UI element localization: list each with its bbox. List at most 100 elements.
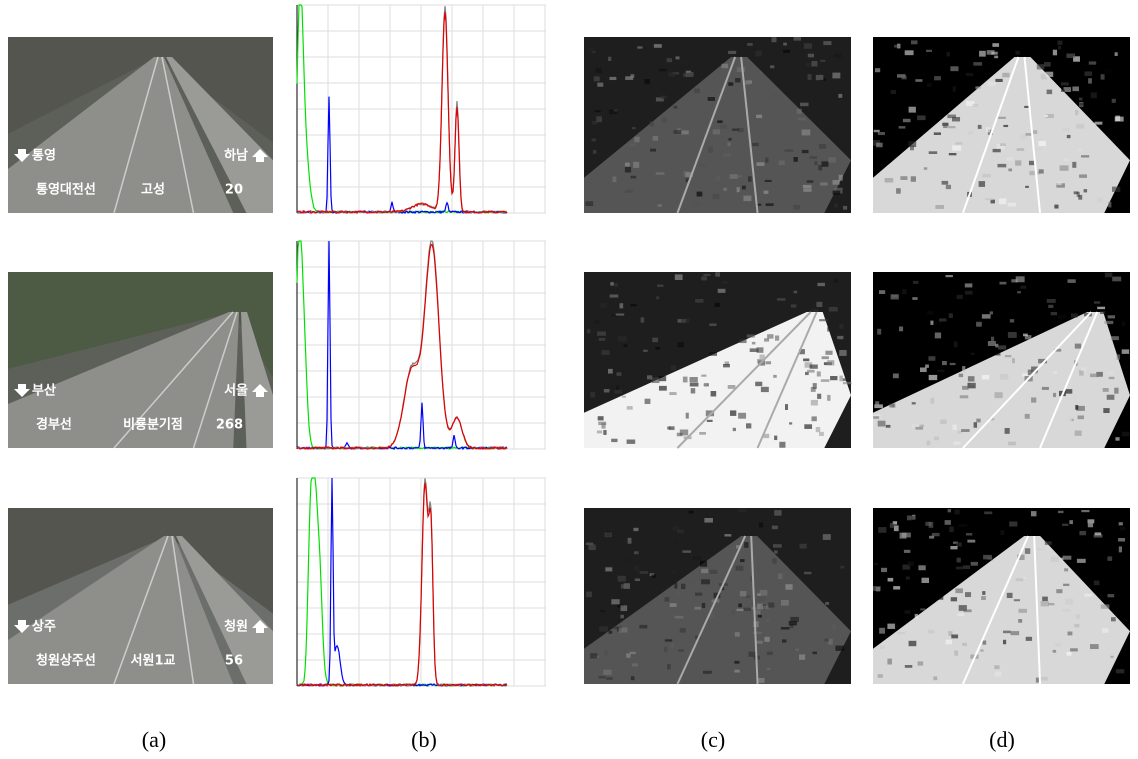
texture <box>1042 387 1049 390</box>
texture <box>900 176 907 180</box>
texture <box>593 150 596 154</box>
texture <box>669 72 676 77</box>
texture <box>742 186 746 190</box>
texture <box>667 427 671 430</box>
texture <box>755 382 762 386</box>
texture <box>1055 643 1061 646</box>
texture <box>935 205 944 209</box>
texture <box>689 511 694 514</box>
texture <box>791 304 796 307</box>
texture <box>1004 605 1011 610</box>
texture <box>713 194 720 199</box>
texture <box>876 143 883 148</box>
texture <box>802 130 811 136</box>
texture <box>911 206 918 209</box>
texture <box>905 665 913 668</box>
texture <box>785 404 788 410</box>
texture <box>1074 191 1079 194</box>
texture <box>728 385 736 389</box>
texture <box>737 67 745 72</box>
texture <box>933 676 937 680</box>
texture <box>708 147 713 153</box>
texture <box>680 628 686 633</box>
texture <box>946 52 950 57</box>
texture <box>881 568 887 572</box>
texture <box>1011 631 1020 635</box>
texture <box>819 319 828 321</box>
texture <box>782 639 786 642</box>
texture <box>1071 313 1078 317</box>
texture <box>1064 159 1070 161</box>
texture <box>929 375 938 380</box>
texture <box>902 289 907 294</box>
texture <box>1119 546 1122 552</box>
texture <box>934 76 941 80</box>
texture <box>1108 202 1111 208</box>
texture <box>611 439 617 442</box>
texture <box>730 410 736 416</box>
texture <box>995 392 1003 398</box>
texture <box>804 572 811 574</box>
texture <box>889 404 894 408</box>
texture <box>1003 640 1006 644</box>
texture <box>605 650 608 655</box>
texture <box>772 526 778 530</box>
texture <box>931 398 935 404</box>
texture <box>620 615 624 618</box>
texture <box>1002 73 1009 77</box>
texture <box>650 121 654 126</box>
texture <box>891 90 896 94</box>
texture <box>794 157 798 162</box>
texture <box>1064 568 1068 571</box>
texture <box>981 596 986 600</box>
texture <box>760 355 765 359</box>
texture <box>932 533 940 536</box>
texture <box>961 429 970 432</box>
texture <box>827 360 834 365</box>
texture <box>971 353 975 355</box>
texture <box>1053 393 1056 397</box>
texture <box>968 383 976 389</box>
texture <box>619 627 628 632</box>
texture <box>789 422 792 424</box>
texture <box>810 365 818 369</box>
texture <box>957 613 964 616</box>
texture <box>639 625 647 629</box>
texture <box>1030 358 1038 363</box>
texture <box>756 115 762 118</box>
texture <box>738 413 746 419</box>
texture <box>1015 160 1021 165</box>
texture <box>827 327 833 331</box>
texture <box>757 568 761 570</box>
texture <box>924 167 927 169</box>
texture <box>1053 372 1057 374</box>
texture <box>1020 286 1026 289</box>
texture <box>1081 368 1087 372</box>
texture <box>1007 593 1013 598</box>
texture <box>991 337 994 341</box>
texture <box>983 641 987 645</box>
texture <box>833 624 836 629</box>
texture <box>1065 599 1073 605</box>
texture <box>917 115 925 120</box>
texture <box>1066 54 1075 58</box>
texture <box>652 338 658 343</box>
texture <box>790 617 799 622</box>
texture <box>671 643 674 647</box>
texture <box>764 338 769 341</box>
texture <box>929 151 937 154</box>
texture <box>757 347 764 353</box>
texture <box>766 203 774 206</box>
texture <box>950 66 958 71</box>
texture <box>710 570 718 574</box>
texture <box>633 162 639 168</box>
texture <box>587 329 591 333</box>
texture <box>962 643 967 646</box>
texture <box>674 583 677 589</box>
texture <box>625 190 633 193</box>
texture <box>687 581 692 584</box>
texture <box>747 334 755 337</box>
texture <box>1072 162 1076 168</box>
texture <box>682 550 691 552</box>
texture <box>794 291 798 294</box>
